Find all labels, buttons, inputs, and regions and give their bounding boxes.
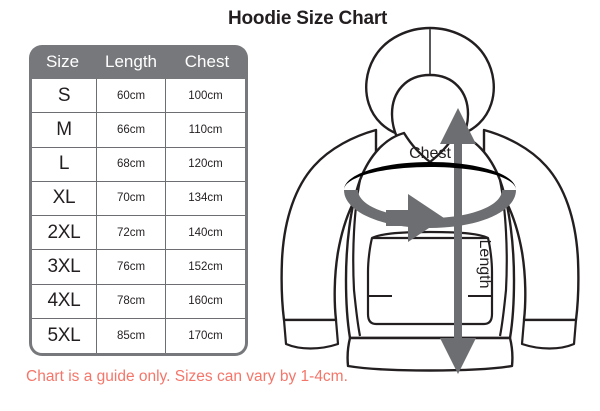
column-header-size: Size [45,52,80,71]
cell-length: 76cm [97,250,166,284]
table-body: S 60cm 100cm M 66cm 110cm L 68cm 120cm X… [32,79,245,353]
cell-length: 70cm [97,181,166,215]
cell-chest: 100cm [188,89,223,102]
table-header-row: Size Length Chest [29,45,248,79]
table-row: 3XL 76cm 152cm [32,250,245,285]
cell-size: 2XL [32,216,97,250]
cell-chest: 110cm [188,123,223,136]
table-row: XL 70cm 134cm [32,181,245,216]
table-row: M 66cm 110cm [32,113,245,148]
cell-chest: 160cm [188,295,223,308]
length-label: Length [476,240,493,289]
cell-size: 5XL [32,318,97,353]
column-header-length: Length [105,52,157,71]
cell-length: 66cm [97,113,166,147]
table-row: L 68cm 120cm [32,147,245,182]
table-row: 4XL 78cm 160cm [32,284,245,319]
chest-measurement-ring [344,162,516,242]
page-title: Hoodie Size Chart [228,8,388,29]
cell-chest: 152cm [188,260,223,273]
cell-chest: 134cm [188,192,223,205]
cell-size: XL [32,181,97,215]
chest-label: Chest [409,145,451,162]
cell-size: 3XL [32,250,97,284]
cell-chest: 140cm [188,226,223,239]
footnote-text: Chart is a guide only. Sizes can vary by… [26,368,348,385]
size-chart-table: Size Length Chest S 60cm 100cm M 66cm 11… [29,45,248,356]
cell-length: 72cm [97,216,166,250]
hoodie-body [280,128,580,372]
table-row: 2XL 72cm 140cm [32,216,245,251]
cell-size: L [32,147,97,181]
column-header-chest: Chest [184,52,230,71]
length-measurement-arrow [440,108,476,374]
cell-length: 85cm [97,318,166,353]
cell-size: 4XL [32,284,97,318]
table-row: S 60cm 100cm [32,79,245,114]
cell-size: M [32,113,97,147]
cell-length: 60cm [97,79,166,113]
cell-chest: 120cm [188,158,223,171]
cell-length: 68cm [97,147,166,181]
cell-chest: 170cm [188,329,223,342]
cell-length: 78cm [97,284,166,318]
cell-size: S [32,79,97,113]
hoodie-diagram: Chest Length [258,14,600,374]
table-row: 5XL 85cm 170cm [32,318,245,353]
